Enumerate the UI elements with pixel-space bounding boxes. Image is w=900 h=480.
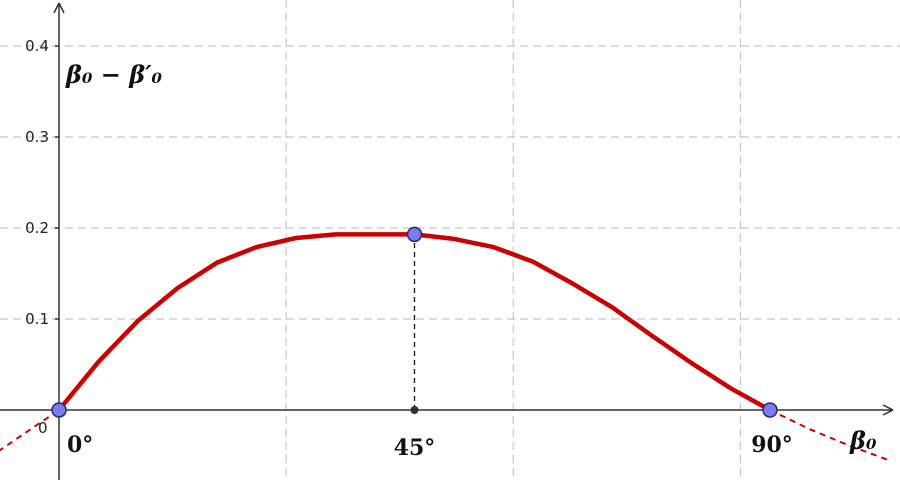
y-tick-label: 0.3 <box>25 128 49 146</box>
highlight-point <box>406 226 423 243</box>
x-axis-arrow <box>882 404 894 416</box>
y-tick-label: 0.1 <box>25 310 49 328</box>
y-tick-label: 0.4 <box>25 37 49 55</box>
x-axis-title: β₀ <box>849 426 877 455</box>
drop-line-foot <box>410 406 419 414</box>
curve-extension-left <box>0 409 60 452</box>
origin-label: 0 <box>38 419 48 437</box>
highlight-point <box>762 402 778 418</box>
curve-layer <box>0 232 889 462</box>
x-point-label: 90° <box>751 432 793 458</box>
x-point-label: 45° <box>394 435 436 461</box>
y-tick-label: 0.2 <box>25 219 49 237</box>
y-axis-arrow <box>53 2 65 14</box>
label-layer: β₀ − β′₀ β₀ 0 0.1 0.2 0.3 0.4 0° 45° 90° <box>25 37 877 461</box>
y-axis-title: β₀ − β′₀ <box>65 60 163 89</box>
curve-main <box>56 232 773 413</box>
marker-layer <box>51 226 778 418</box>
x-point-label: 0° <box>67 432 93 458</box>
highlight-point <box>51 402 67 418</box>
